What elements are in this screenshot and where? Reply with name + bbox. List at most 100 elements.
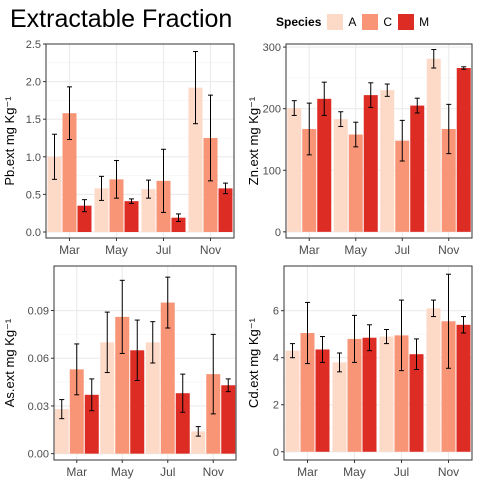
- x-tick-label: Mar: [297, 465, 318, 479]
- x-tick-label: May: [105, 243, 128, 257]
- x-tick-label: May: [111, 465, 134, 479]
- bar: [62, 113, 77, 232]
- x-tick-label: Jul: [160, 465, 175, 479]
- y-axis-label: Zn.ext mg Kg⁻¹: [246, 96, 261, 185]
- bar: [175, 393, 190, 454]
- y-tick-label: 6: [273, 306, 279, 318]
- y-tick-label: 4: [273, 353, 279, 365]
- bar: [130, 350, 145, 454]
- error-bar: [446, 103, 452, 155]
- error-bar: [165, 276, 171, 329]
- error-bar: [446, 273, 451, 369]
- bar: [77, 205, 92, 232]
- error-bar: [320, 336, 325, 363]
- y-tick-label: 0.5: [26, 189, 41, 201]
- error-bar: [195, 426, 201, 437]
- legend-label-c: C: [383, 15, 393, 29]
- bar: [141, 189, 156, 232]
- bar: [160, 302, 175, 454]
- legend-title: Species: [276, 15, 322, 29]
- series-m: [77, 182, 233, 232]
- series-m: [84, 319, 236, 454]
- error-bar: [82, 199, 87, 213]
- bar: [285, 350, 300, 452]
- error-bar: [161, 148, 166, 213]
- panel-border: [285, 43, 473, 239]
- y-tick-label: 200: [263, 104, 281, 116]
- error-bar: [321, 81, 327, 116]
- error-bar: [210, 333, 216, 415]
- y-axis-label: Cd.ext mg Kg⁻¹: [246, 317, 261, 408]
- bar: [145, 342, 160, 454]
- bar: [191, 431, 206, 454]
- error-bar: [104, 311, 110, 374]
- x-tick-label: May: [344, 243, 367, 257]
- legend-key-c: [362, 14, 379, 30]
- x-tick-label: Jul: [394, 465, 409, 479]
- bar: [380, 90, 395, 232]
- error-bar: [208, 94, 213, 182]
- legend-item-m: M: [398, 14, 429, 30]
- error-bar: [337, 352, 342, 373]
- panel-border: [53, 265, 237, 461]
- bar: [302, 128, 317, 232]
- chart-panel-4: 0 2 4 6 Mar May Jul Nov Cd.ext mg Kg⁻¹: [246, 265, 473, 479]
- x-tick-label: Jul: [156, 243, 171, 257]
- bar: [317, 98, 332, 232]
- bar: [287, 108, 302, 232]
- error-bar: [134, 319, 140, 381]
- bar: [379, 336, 394, 452]
- y-tick-label: 0.00: [28, 449, 49, 461]
- error-bar: [89, 378, 95, 412]
- error-bar: [193, 51, 198, 125]
- error-bar: [306, 102, 312, 156]
- error-bar: [176, 213, 181, 222]
- legend-key-a: [327, 14, 344, 30]
- series-c: [62, 86, 218, 232]
- y-tick-label: 300: [263, 42, 281, 54]
- panel-border: [45, 43, 235, 239]
- x-tick-label: Mar: [59, 243, 80, 257]
- bar: [47, 156, 62, 232]
- bar: [348, 134, 363, 232]
- bar: [441, 321, 456, 452]
- y-tick-label: 2.5: [26, 39, 41, 51]
- legend-label-m: M: [419, 15, 430, 29]
- error-bar: [225, 378, 231, 393]
- bar: [395, 140, 410, 232]
- bar: [100, 342, 115, 454]
- error-bar: [223, 182, 228, 195]
- bar: [218, 188, 233, 232]
- error-bar: [399, 299, 404, 372]
- y-tick-label: 0.09: [28, 306, 49, 318]
- y-axis-label: Pb.ext mg Kg⁻¹: [2, 96, 17, 186]
- error-bar: [353, 121, 359, 148]
- y-tick-label: 1.0: [26, 152, 41, 164]
- chart-panel-1: 0.0 0.5 1.0 1.5 2.0 2.5 Mar May Jul Nov Pb.ext mg …: [2, 39, 235, 257]
- error-bar: [129, 198, 134, 204]
- error-bar: [368, 82, 374, 108]
- y-tick-label: 0: [275, 227, 281, 239]
- bar: [410, 105, 425, 232]
- error-bar: [114, 160, 119, 199]
- panel-border: [283, 265, 473, 461]
- bar: [426, 58, 441, 232]
- x-tick-label: Nov: [438, 243, 459, 257]
- figure-title: Extractable Fraction: [10, 5, 233, 33]
- error-bar: [67, 86, 72, 140]
- bar: [171, 217, 186, 232]
- bar: [315, 349, 330, 452]
- error-bar: [180, 373, 186, 413]
- error-bar: [414, 97, 420, 114]
- error-bar: [119, 279, 125, 354]
- error-bar: [59, 399, 65, 420]
- bar: [456, 68, 471, 232]
- x-tick-label: Nov: [200, 243, 221, 257]
- bar: [300, 333, 315, 452]
- bar: [332, 362, 347, 452]
- legend-item-c: C: [362, 14, 392, 30]
- error-bar: [290, 343, 295, 359]
- legend-key-m: [398, 14, 415, 30]
- legend: Species A C M: [276, 12, 435, 32]
